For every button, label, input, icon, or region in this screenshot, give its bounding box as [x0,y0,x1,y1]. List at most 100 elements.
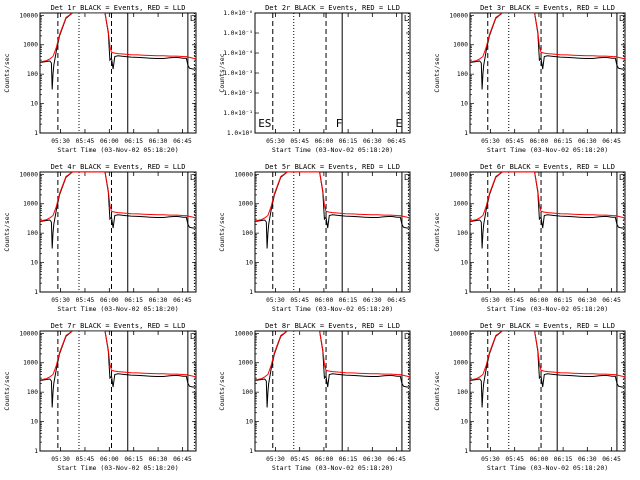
y-axis-label: Counts/sec [3,212,11,251]
x-tick-label: 06:30 [363,456,382,463]
y-tick-label: 10000 [449,171,468,178]
y-tick-label: 10 [31,260,39,267]
y-tick-label: 1.0×10⁻³ [223,70,253,77]
corner-marker: L [619,173,624,182]
x-tick-label: 06:45 [387,456,406,463]
y-tick-label: 10000 [19,171,38,178]
x-tick-label: 05:30 [266,138,285,145]
plot-frame [469,330,626,452]
x-tick-label: 06:15 [554,456,573,463]
y-axis-label: Counts/sec [218,53,226,92]
x-tick-label: 06:45 [173,138,192,145]
corner-marker: L [190,14,195,23]
series-events-line [470,331,625,408]
y-tick-label: 100 [242,389,253,396]
series-group [255,331,410,408]
x-tick-label: 06:00 [100,138,119,145]
y-tick-label: 1 [34,448,38,455]
y-tick-label: 1000 [453,201,468,208]
x-axis-label: Start Time (03-Nov-02 05:18:20) [272,146,393,154]
panel-title: Det 7r BLACK = Events, RED = LLD [51,322,186,330]
y-tick-label: 10 [461,101,469,108]
y-tick-label: 100 [27,71,38,78]
segment-marker-label: E [395,117,402,130]
y-tick-label: 1.0×10⁰ [227,130,253,137]
panel-det-5r: Det 5r BLACK = Events, RED = LLD Counts/s… [218,163,411,313]
x-tick-label: 05:30 [266,297,285,304]
x-tick-label: 05:45 [76,297,95,304]
series-lld-line [470,331,625,381]
y-tick-label: 100 [242,230,253,237]
y-tick-label: 100 [457,71,468,78]
series-events-line [255,331,410,408]
series-events-line [470,13,625,90]
y-tick-label: 10 [461,260,469,267]
panel-det-6r: Det 6r BLACK = Events, RED = LLD Counts/s… [433,163,626,313]
x-tick-label: 05:45 [505,138,524,145]
x-tick-label: 06:45 [387,138,406,145]
panel-title: Det 3r BLACK = Events, RED = LLD [480,4,615,12]
x-tick-label: 05:45 [290,456,309,463]
panel-det-2r: Det 2r BLACK = Events, RED = LLD Counts/s… [218,4,411,154]
x-tick-label: 05:45 [505,297,524,304]
y-tick-label: 100 [457,389,468,396]
x-tick-label: 05:45 [290,138,309,145]
corner-marker: L [404,14,409,23]
panel-title: Det 4r BLACK = Events, RED = LLD [51,163,186,171]
y-tick-label: 100 [27,230,38,237]
panel-title: Det 5r BLACK = Events, RED = LLD [265,163,400,171]
x-axis-label: Start Time (03-Nov-02 05:18:20) [272,305,393,313]
x-tick-label: 06:45 [602,456,621,463]
series-events-line [255,172,410,249]
x-tick-label: 06:00 [530,138,549,145]
x-tick-label: 06:00 [100,456,119,463]
y-tick-label: 10000 [19,12,38,19]
y-tick-label: 10000 [449,330,468,337]
panel-det-1r: Det 1r BLACK = Events, RED = LLD Counts/s… [3,4,197,154]
x-tick-label: 06:45 [173,456,192,463]
panel-det-4r: Det 4r BLACK = Events, RED = LLD Counts/s… [3,163,197,313]
x-tick-label: 06:45 [602,138,621,145]
plot-frame [469,12,626,134]
x-axis-label: Start Time (03-Nov-02 05:18:20) [272,464,393,472]
y-tick-label: 10 [246,419,254,426]
x-tick-label: 06:15 [124,297,143,304]
series-lld-line [470,13,625,63]
x-axis-label: Start Time (03-Nov-02 05:18:20) [487,464,608,472]
plot-frame [39,12,197,134]
x-tick-label: 06:30 [363,138,382,145]
y-tick-label: 1000 [453,42,468,49]
series-lld-line [470,172,625,222]
x-tick-label: 05:30 [51,297,70,304]
series-lld-line [255,331,410,381]
x-tick-label: 06:15 [554,138,573,145]
y-tick-label: 1 [249,448,253,455]
x-tick-label: 06:00 [100,297,119,304]
x-tick-label: 06:15 [339,138,358,145]
y-tick-label: 1000 [453,360,468,367]
y-tick-label: 10 [461,419,469,426]
y-tick-label: 10 [31,101,39,108]
series-lld-line [255,172,410,222]
y-axis-label: Counts/sec [433,53,441,92]
y-axis-label: Counts/sec [3,53,11,92]
plot-frame [254,12,411,134]
segment-marker-label: F [336,117,343,130]
segment-marker-label: S [265,117,272,130]
y-tick-label: 1 [464,289,468,296]
y-tick-label: 1000 [23,42,38,49]
y-tick-label: 1000 [23,201,38,208]
y-tick-label: 10000 [449,12,468,19]
x-tick-label: 06:00 [315,297,334,304]
x-tick-label: 05:45 [76,456,95,463]
x-tick-label: 05:30 [51,138,70,145]
x-tick-label: 06:00 [530,456,549,463]
y-tick-label: 1000 [238,201,253,208]
x-tick-label: 06:30 [149,138,168,145]
y-tick-label: 1 [34,289,38,296]
x-axis-label: Start Time (03-Nov-02 05:18:20) [57,464,178,472]
y-tick-label: 1 [464,130,468,137]
x-tick-label: 05:45 [505,456,524,463]
y-axis-label: Counts/sec [218,371,226,410]
